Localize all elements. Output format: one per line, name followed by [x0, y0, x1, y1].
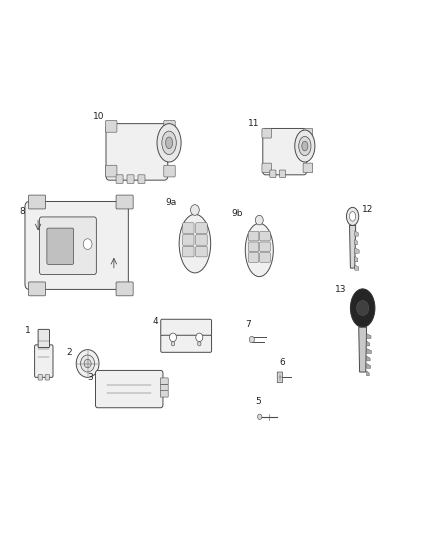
FancyBboxPatch shape [161, 335, 212, 352]
FancyBboxPatch shape [138, 175, 145, 183]
FancyBboxPatch shape [28, 282, 46, 296]
Ellipse shape [162, 131, 177, 155]
FancyBboxPatch shape [45, 375, 49, 380]
Polygon shape [359, 327, 367, 372]
FancyBboxPatch shape [248, 253, 259, 262]
Text: 6: 6 [279, 358, 286, 367]
Circle shape [171, 342, 175, 346]
FancyBboxPatch shape [260, 231, 270, 241]
Ellipse shape [245, 223, 273, 277]
FancyBboxPatch shape [47, 228, 74, 264]
Ellipse shape [350, 289, 375, 327]
FancyBboxPatch shape [303, 163, 313, 173]
Ellipse shape [166, 137, 173, 149]
Polygon shape [367, 356, 370, 361]
FancyBboxPatch shape [106, 124, 168, 180]
Circle shape [170, 333, 177, 342]
Text: 8: 8 [19, 207, 25, 215]
Text: 10: 10 [93, 112, 104, 120]
FancyBboxPatch shape [279, 170, 286, 177]
Text: 5: 5 [255, 397, 261, 406]
Polygon shape [355, 239, 357, 245]
Text: 3: 3 [88, 373, 93, 382]
FancyBboxPatch shape [39, 217, 96, 274]
FancyBboxPatch shape [270, 170, 276, 177]
FancyBboxPatch shape [303, 128, 313, 138]
Polygon shape [367, 364, 371, 368]
Text: 4: 4 [153, 318, 159, 326]
FancyBboxPatch shape [183, 246, 194, 257]
FancyBboxPatch shape [25, 201, 128, 289]
FancyBboxPatch shape [106, 120, 117, 132]
Text: 9a: 9a [165, 198, 177, 207]
FancyBboxPatch shape [183, 235, 194, 245]
Circle shape [357, 301, 369, 316]
Ellipse shape [179, 214, 211, 273]
FancyBboxPatch shape [160, 384, 168, 391]
FancyBboxPatch shape [106, 165, 117, 177]
Text: 7: 7 [245, 320, 251, 329]
Text: 12: 12 [362, 205, 374, 214]
Polygon shape [367, 341, 370, 346]
Polygon shape [350, 225, 356, 268]
FancyBboxPatch shape [164, 120, 175, 132]
FancyBboxPatch shape [183, 223, 194, 233]
Ellipse shape [299, 136, 311, 156]
Circle shape [255, 215, 263, 225]
FancyBboxPatch shape [262, 128, 272, 138]
FancyBboxPatch shape [263, 128, 307, 175]
Polygon shape [355, 248, 359, 253]
FancyBboxPatch shape [127, 175, 134, 183]
Ellipse shape [350, 212, 356, 221]
Polygon shape [367, 371, 369, 376]
Polygon shape [367, 349, 371, 353]
FancyBboxPatch shape [161, 319, 212, 336]
FancyBboxPatch shape [260, 242, 270, 252]
FancyBboxPatch shape [277, 372, 283, 383]
Ellipse shape [302, 141, 308, 151]
Polygon shape [355, 231, 358, 236]
Text: 9b: 9b [231, 209, 243, 217]
FancyBboxPatch shape [160, 378, 168, 384]
FancyBboxPatch shape [116, 282, 133, 296]
Circle shape [83, 239, 92, 249]
FancyBboxPatch shape [35, 345, 53, 377]
Polygon shape [367, 334, 371, 338]
FancyBboxPatch shape [260, 253, 270, 262]
Circle shape [76, 350, 99, 377]
Circle shape [258, 414, 262, 419]
FancyBboxPatch shape [116, 195, 133, 209]
Circle shape [84, 359, 91, 368]
FancyBboxPatch shape [262, 163, 272, 173]
Polygon shape [355, 256, 358, 262]
Text: 11: 11 [248, 119, 260, 128]
FancyBboxPatch shape [38, 375, 42, 380]
Ellipse shape [346, 207, 359, 225]
FancyBboxPatch shape [196, 223, 207, 233]
FancyBboxPatch shape [248, 242, 259, 252]
Ellipse shape [295, 130, 315, 162]
Text: 13: 13 [335, 285, 346, 294]
Circle shape [249, 336, 254, 343]
FancyBboxPatch shape [164, 165, 175, 177]
FancyBboxPatch shape [95, 370, 163, 408]
Polygon shape [355, 265, 359, 270]
Circle shape [81, 355, 95, 372]
FancyBboxPatch shape [248, 231, 259, 241]
Circle shape [196, 333, 203, 342]
Text: 1: 1 [25, 326, 31, 335]
Ellipse shape [157, 124, 181, 162]
FancyBboxPatch shape [196, 235, 207, 245]
FancyBboxPatch shape [38, 329, 49, 348]
FancyBboxPatch shape [160, 391, 168, 397]
FancyBboxPatch shape [116, 175, 123, 183]
FancyBboxPatch shape [28, 195, 46, 209]
FancyBboxPatch shape [196, 246, 207, 257]
Circle shape [191, 205, 199, 215]
Text: 2: 2 [66, 349, 72, 357]
Circle shape [198, 342, 201, 346]
